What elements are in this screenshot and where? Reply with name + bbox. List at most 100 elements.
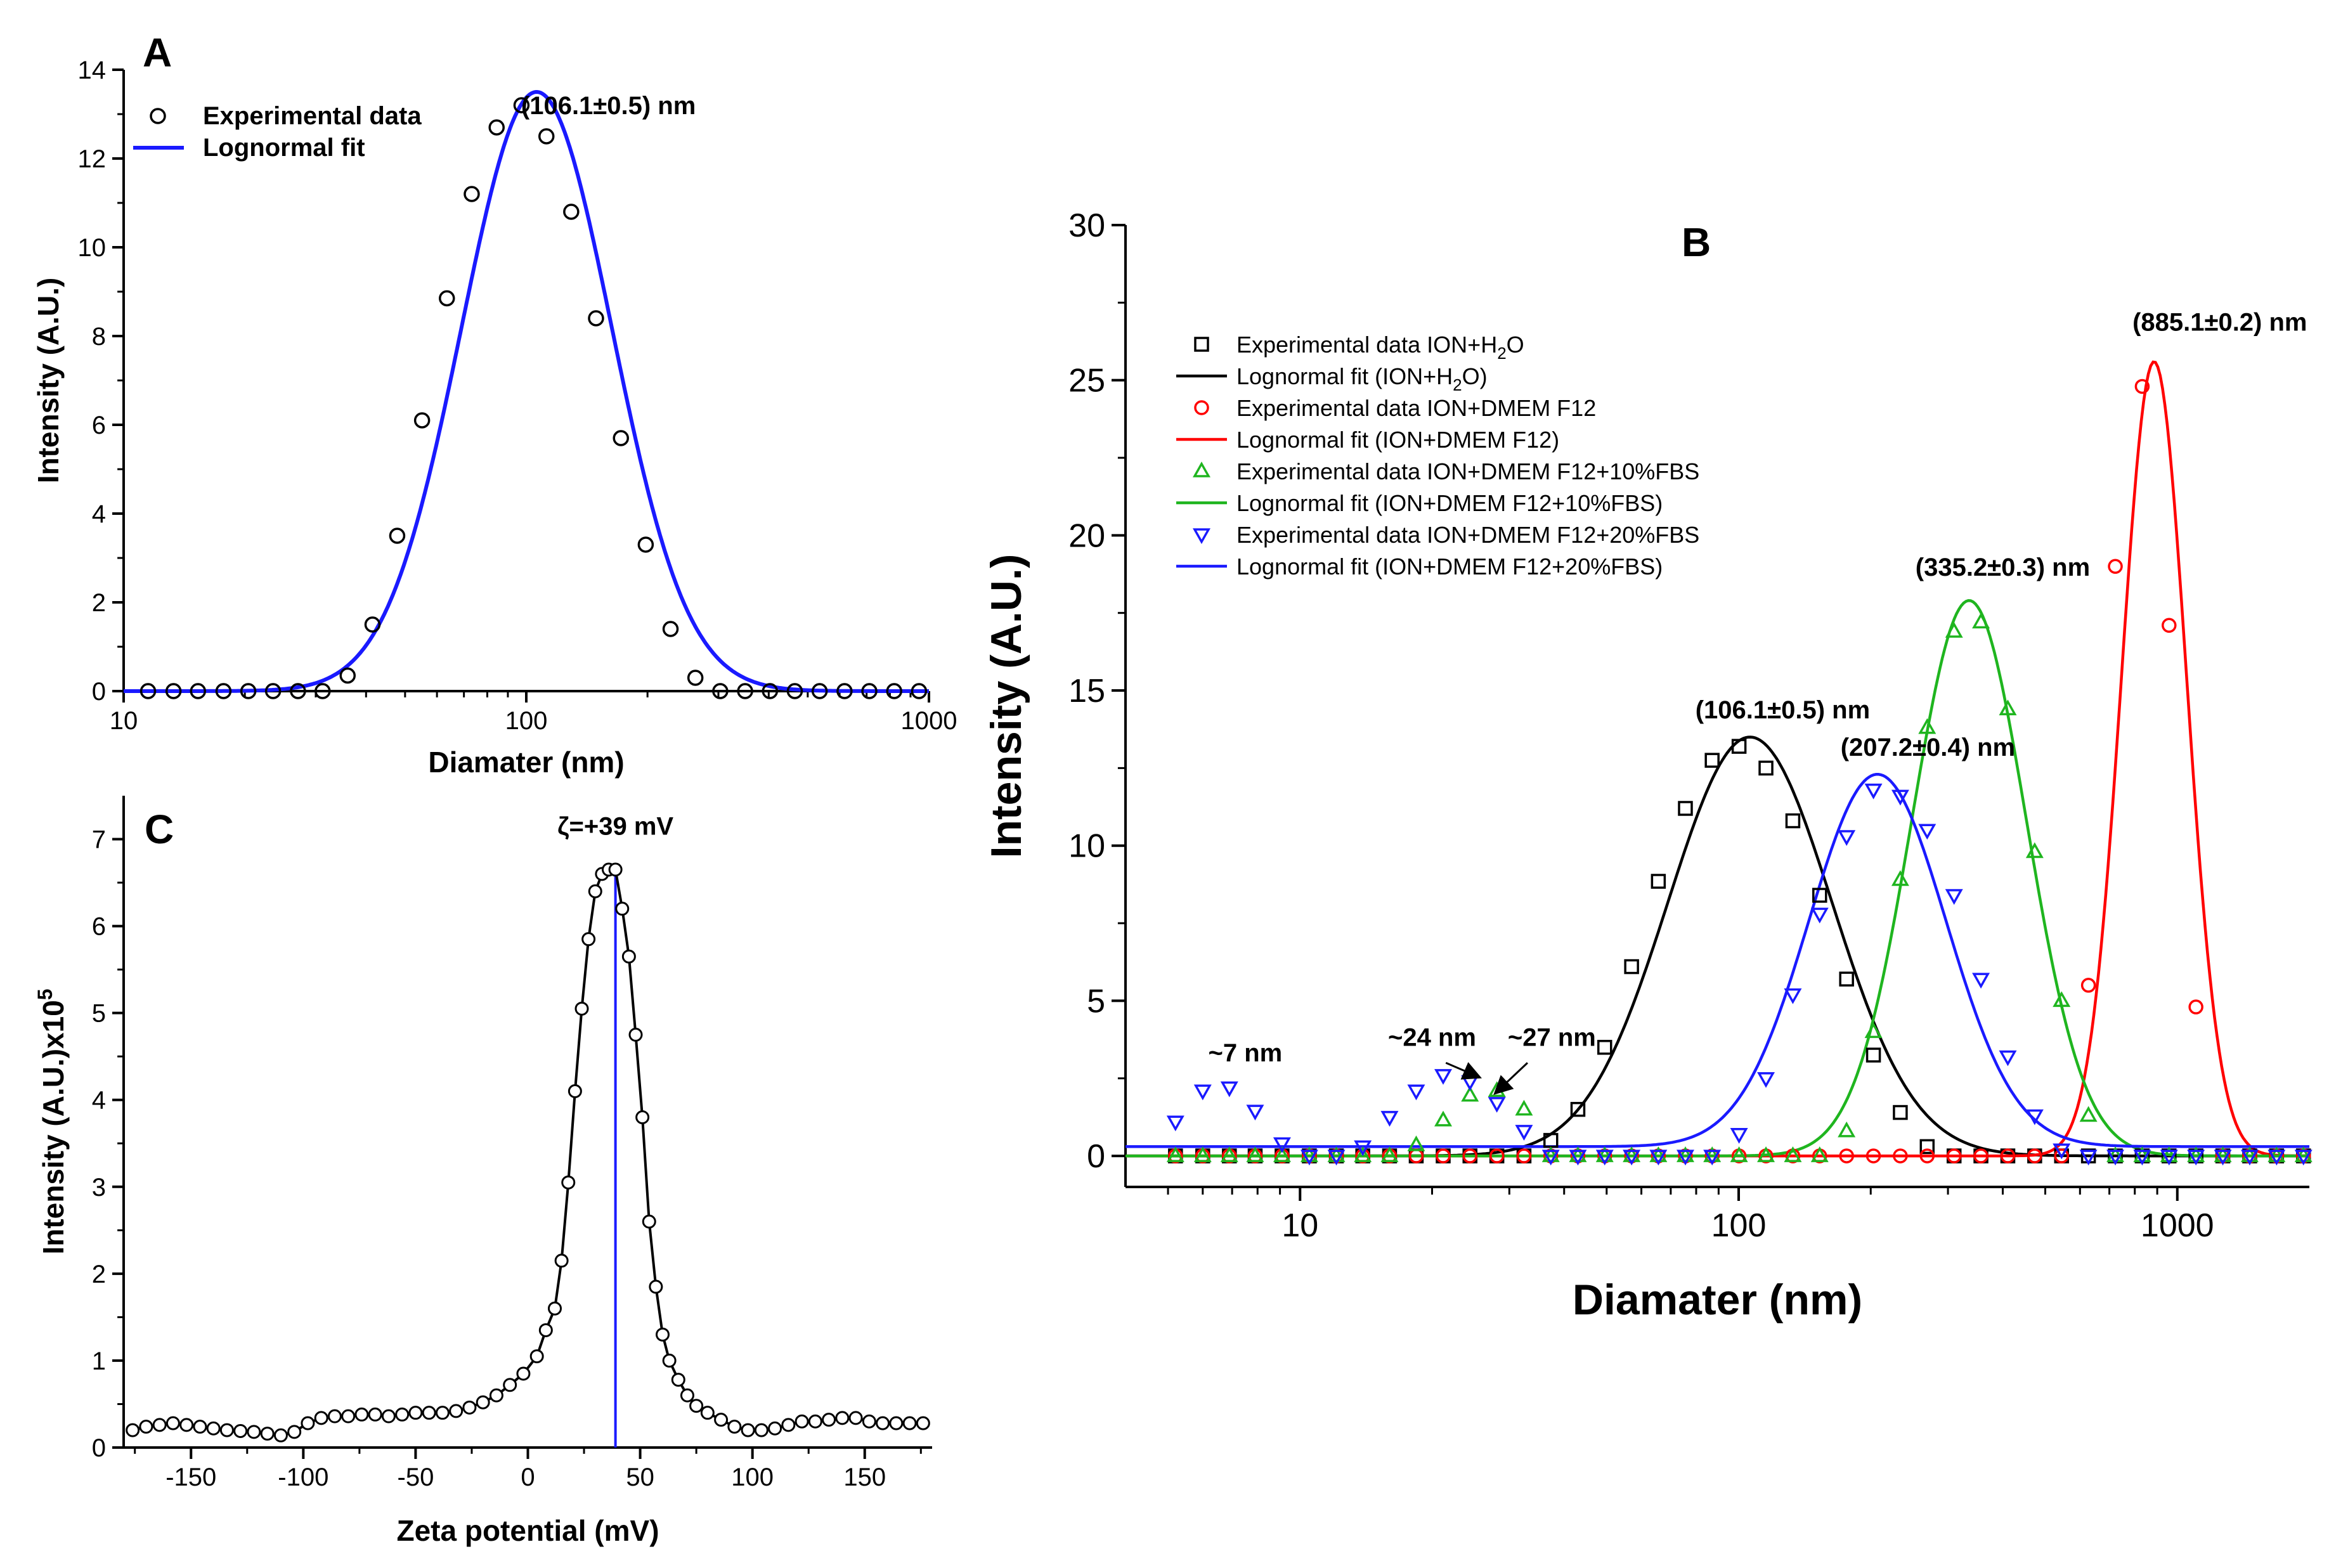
y-tick-label: 8 (92, 323, 106, 351)
data-point (795, 1414, 809, 1429)
data-point (2054, 1148, 2070, 1163)
y-axis-title: Intensity (A.U.)x105 (34, 988, 70, 1254)
data-point (233, 1423, 248, 1438)
data-point (1541, 1150, 1560, 1166)
legend-label-text: Lognormal fit (ION+H (1236, 363, 1453, 389)
lognormal-fit-line (1126, 735, 2309, 1158)
data-point (1623, 1150, 1641, 1166)
data-point (413, 412, 431, 429)
data-point (1838, 1121, 1856, 1137)
data-point (1757, 1146, 1775, 1162)
data-point (260, 1427, 275, 1441)
data-point (1838, 830, 1856, 846)
x-tick-label: 1000 (901, 707, 957, 735)
data-point (1166, 1115, 1184, 1132)
x-axis-title: Diamater (nm) (428, 746, 624, 779)
y-tick-label: 5 (1087, 983, 1105, 1020)
panel-a-chart: 10 100 1000 0 2 4 6 8 10 12 14 Diamater (nm) Intensi… (32, 30, 957, 779)
data-point (1246, 1146, 1264, 1162)
legend-label-text: Experimental data ION+DMEM F12+10%FBS (1236, 458, 1699, 484)
legend-label-text-end: O (1507, 332, 1524, 358)
data-point (741, 1423, 755, 1437)
x-tick-label: -100 (278, 1463, 328, 1491)
data-point (680, 1388, 694, 1403)
data-point (1973, 1148, 1988, 1163)
data-point (314, 1411, 328, 1425)
data-point (1730, 1128, 1748, 1144)
data-point (1407, 1084, 1425, 1101)
data-point (1595, 1150, 1614, 1166)
data-point (126, 1423, 140, 1437)
data-point (1812, 888, 1827, 903)
data-point (1380, 1146, 1399, 1162)
panel-c-chart: -150 -100 -50 0 50 100 150 0 1 2 3 4 5 6 7 Zeta potenti… (34, 796, 932, 1547)
data-point (628, 1027, 643, 1042)
data-point (574, 1001, 589, 1016)
x-tick-label: 10 (1281, 1207, 1318, 1244)
data-point (538, 128, 555, 145)
panel-letter: B (1682, 219, 1711, 265)
data-point (687, 670, 704, 686)
legend-label: Experimental data ION+DMEM F12+10%FBS (1236, 458, 1699, 484)
data-point (642, 1214, 656, 1229)
data-point (1945, 889, 1963, 905)
data-point (700, 1406, 715, 1420)
y-tick-label: 4 (92, 1087, 106, 1115)
legend-label-text: Lognormal fit (ION+DMEM F12) (1236, 427, 1559, 453)
data-point (2053, 991, 2071, 1008)
data-point (476, 1395, 490, 1409)
data-point (649, 1280, 663, 1294)
data-point (462, 1400, 477, 1415)
data-point (1273, 1146, 1291, 1162)
data-point (488, 119, 505, 136)
legend-label-fit: Lognormal fit (203, 134, 365, 162)
data-point (1784, 988, 1802, 1004)
data-point (516, 1366, 531, 1381)
y-tick-label: 1 (92, 1347, 106, 1375)
data-point (1919, 1139, 1935, 1155)
legend-label-text: Experimental data ION+DMEM F12 (1236, 395, 1596, 421)
data-point (588, 884, 602, 898)
data-point (1758, 760, 1774, 776)
data-point (1461, 1085, 1479, 1102)
data-point (503, 1378, 517, 1392)
data-point (902, 1416, 917, 1430)
data-point (876, 1416, 890, 1430)
data-point (2106, 1150, 2125, 1166)
x-tick-label: 100 (1711, 1207, 1767, 1244)
legend-marker-experimental (150, 108, 166, 124)
data-point (671, 1373, 685, 1387)
data-point (1516, 1148, 1532, 1163)
y-tick-label: 7 (92, 826, 106, 854)
legend-marker (1193, 461, 1210, 477)
data-point (389, 528, 406, 544)
data-point (1354, 1140, 1372, 1157)
data-point (1624, 959, 1639, 975)
data-point (2134, 379, 2150, 394)
data-point (1676, 1150, 1694, 1166)
data-point (2214, 1150, 2232, 1166)
data-point (165, 1416, 180, 1430)
data-point (568, 1084, 582, 1099)
data-point (1893, 1105, 1908, 1120)
x-tick-label: 10 (110, 707, 138, 735)
data-point (836, 683, 853, 699)
panel-b-chart: 10 100 1000 0 5 10 15 20 25 30 Diamater (nm) Intens… (982, 207, 2313, 1324)
data-point (1864, 1022, 1883, 1039)
data-point (2267, 1150, 2286, 1166)
legend-label: Lognormal fit (ION+H2O) (1236, 363, 1488, 394)
data-point (1810, 907, 1829, 924)
data-point (290, 683, 306, 699)
data-point (1434, 1069, 1453, 1085)
data-point (712, 683, 729, 699)
data-point (1678, 801, 1693, 816)
data-point (2000, 1148, 2016, 1163)
y-tick-label: 2 (92, 1260, 106, 1288)
peak-annotation: ~27 nm (1508, 1023, 1596, 1051)
data-point (1166, 1146, 1184, 1162)
data-point (1462, 1148, 1477, 1163)
data-point (1839, 971, 1854, 987)
peak-annotation: (335.2±0.3) nm (1916, 554, 2090, 581)
peak-annotation: (207.2±0.4) nm (1841, 734, 2015, 761)
data-point (190, 683, 207, 699)
